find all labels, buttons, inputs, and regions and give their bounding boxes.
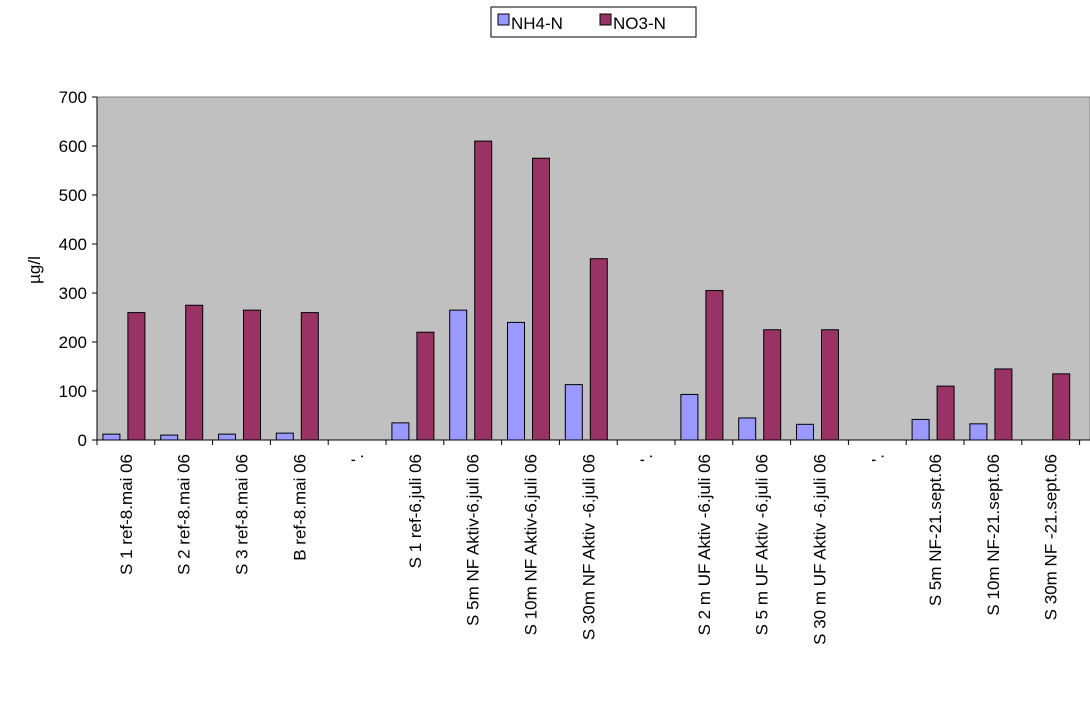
bar-nh4 — [391, 422, 410, 441]
x-tick-label: S 2 ref-8.mai 06 — [175, 454, 194, 575]
x-tick-label: S 30m NF Aktiv -6.juli 06 — [579, 454, 598, 640]
x-tick-label: '. — [637, 454, 656, 462]
bar-no3 — [474, 140, 493, 441]
x-tick-label: S 5m NF-21.sept.06 — [926, 454, 945, 606]
bar-no3 — [532, 157, 550, 441]
bar-nh4 — [218, 433, 236, 441]
y-tick-label: 300 — [59, 284, 87, 303]
bar-nh4 — [680, 393, 699, 441]
x-tick-label: S 1 ref-8.mai 06 — [117, 454, 136, 575]
bar-nh4 — [160, 434, 179, 441]
bar-no3 — [589, 258, 608, 441]
y-tick-label: 100 — [59, 382, 87, 401]
y-tick-label: 700 — [59, 88, 87, 107]
y-tick-label: 500 — [59, 186, 87, 205]
x-tick-label: S 3 ref-8.mai 06 — [233, 454, 252, 575]
bar-no3 — [994, 368, 1013, 441]
x-tick-label: '. — [868, 454, 887, 462]
x-tick-label: S 5 m UF Aktiv -6.juli 06 — [753, 454, 772, 635]
bar-no3 — [821, 329, 839, 441]
legend: NH4-N NO3-N — [490, 6, 697, 38]
bar-nh4 — [507, 321, 525, 441]
y-tick-label: 400 — [59, 235, 87, 254]
x-tick-label: S 1 ref-6.juli 06 — [406, 454, 425, 568]
legend-label-nh4: NH4-N — [511, 14, 563, 33]
bar-no3 — [416, 331, 435, 441]
legend-swatch-nh4 — [497, 13, 510, 26]
y-tick-label: 0 — [78, 431, 87, 450]
x-tick-label: '. — [348, 454, 367, 462]
bar-no3 — [127, 312, 146, 441]
x-tick-label: S 10m NF-21.sept.06 — [984, 454, 1003, 616]
bar-nh4 — [969, 423, 988, 441]
x-tick-label: S 2 m UF Aktiv -6.juli 06 — [695, 454, 714, 635]
legend-swatch-no3 — [599, 13, 612, 26]
plot-area: 0 100 200 300 400 500 600 700 S 1 ref-8.mai 06 S … — [59, 88, 1090, 645]
x-tick-label: S 5m NF Aktiv-6.juli 06 — [464, 454, 483, 626]
legend-label-no3: NO3-N — [613, 14, 666, 33]
bar-nh4 — [102, 433, 121, 441]
bar-no3 — [300, 312, 319, 441]
legend-box — [490, 6, 697, 38]
bar-nh4 — [449, 309, 468, 441]
bar-nh4 — [911, 418, 930, 441]
y-tick-label: 200 — [59, 333, 87, 352]
bar-nh4 — [796, 423, 814, 441]
x-tick-label: S 30 m UF Aktiv -6.juli 06 — [811, 454, 830, 645]
y-tick-label: 600 — [59, 137, 87, 156]
bar-no3 — [185, 304, 204, 441]
x-tick-label: B ref-8.mai 06 — [290, 454, 309, 561]
bar-no3 — [243, 309, 261, 441]
bar-no3 — [936, 385, 955, 441]
y-axis-title: µg/l — [25, 256, 44, 284]
bar-no3 — [705, 290, 724, 441]
bar-no3 — [763, 329, 782, 441]
bar-nh4 — [738, 417, 757, 441]
bar-no3 — [1052, 373, 1071, 441]
x-tick-label: S 10m NF Aktiv-6.juli 06 — [522, 454, 541, 635]
bar-nh4 — [275, 432, 294, 441]
bar-nh4 — [564, 384, 583, 441]
x-tick-label: S 30m NF -21.sept.06 — [1042, 454, 1061, 620]
